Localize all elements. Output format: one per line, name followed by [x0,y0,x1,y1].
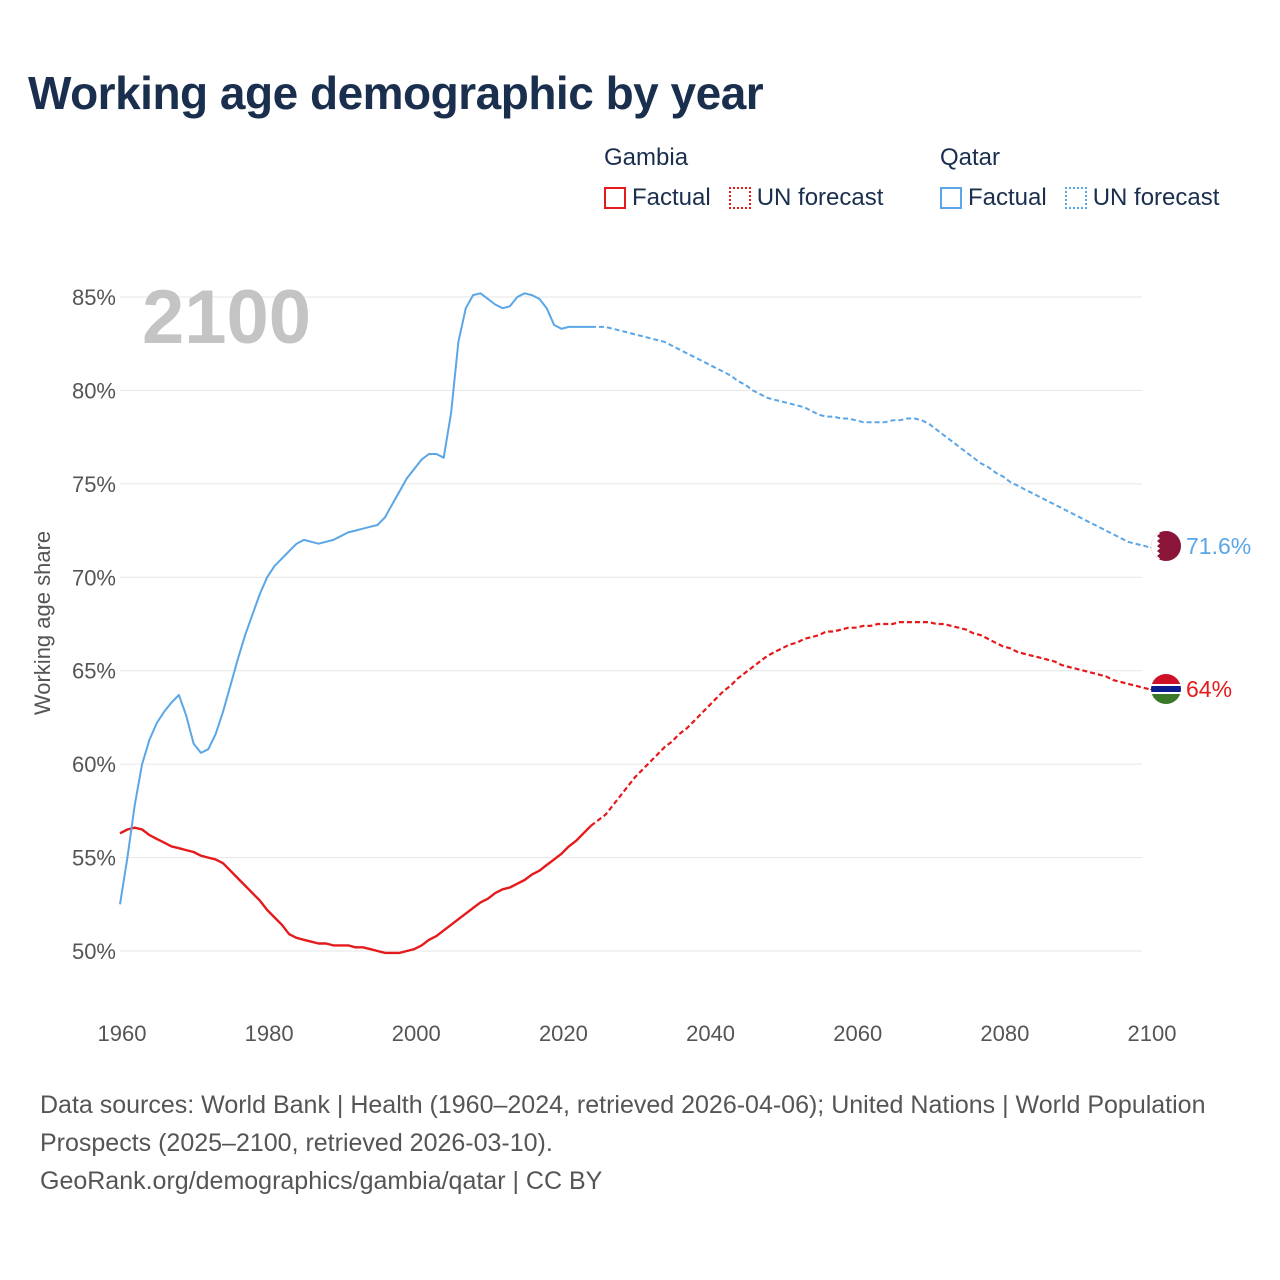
gambia-forecast-line[interactable] [590,621,1151,827]
legend-qatar-forecast[interactable]: UN forecast [1064,184,1220,212]
gambia-factual-line[interactable] [119,824,592,955]
legend-qatar-factual[interactable]: Factual [940,184,1047,212]
gambia-end-value: 64% [1186,676,1232,702]
x-tick-label: 1980 [245,1021,294,1046]
legend-gambia-factual-label: Factual [632,184,711,211]
chart-title: Working age demographic by year [28,67,764,119]
y-tick-label: 75% [72,472,116,497]
legend-gambia-factual[interactable]: Factual [604,184,711,212]
series-lines [119,292,1152,955]
x-tick-label: 2100 [1128,1021,1177,1046]
y-tick-label: 70% [72,565,116,590]
data-sources: Data sources: World Bank | Health (1960–… [40,1091,1206,1157]
current-year-label: 2100 [142,275,311,360]
legend-qatar-forecast-label: UN forecast [1092,184,1220,211]
legend-gambia-factual-swatch [604,187,626,209]
x-tick-label: 2060 [833,1021,882,1046]
gambia-flag-icon [1151,674,1181,704]
legend-qatar-factual-label: Factual [968,184,1047,211]
y-tick-label: 85% [72,285,116,310]
y-axis-ticks: 50% 55% 60% 65% 70% 75% 80% 85% [72,285,116,964]
legend-gambia-name: Gambia [604,144,689,171]
legend-gambia: Gambia Factual UN forecast [604,144,883,212]
x-tick-label: 1960 [98,1021,147,1046]
y-axis-label: Working age share [30,531,55,715]
legend-qatar-name: Qatar [940,144,1001,171]
legend-qatar-factual-swatch [940,187,962,209]
qatar-flag-icon [1151,531,1181,561]
x-tick-label: 2020 [539,1021,588,1046]
y-tick-label: 60% [72,752,116,777]
y-tick-label: 80% [72,378,116,403]
x-tick-label: 2040 [686,1021,735,1046]
legend-gambia-forecast[interactable]: UN forecast [728,184,884,212]
line-chart: 50% 55% 60% 65% 70% 75% 80% 85% 1960 1980 2000 202… [30,275,1251,1046]
gridlines [120,296,1142,952]
footer: Data sources: World Bank | Health (1960–… [40,1086,1220,1200]
x-tick-label: 2080 [980,1021,1029,1046]
qatar-forecast-line[interactable] [590,325,1151,549]
x-axis-ticks: 1960 1980 2000 2020 2040 2060 2080 2100 [98,1021,1177,1046]
source-url[interactable]: GeoRank.org/demographics/gambia/qatar | … [40,1167,603,1195]
qatar-factual-line[interactable] [119,292,591,905]
legend-qatar: Qatar Factual UN forecast [940,144,1219,212]
y-tick-label: 65% [72,659,116,684]
x-tick-label: 2000 [392,1021,441,1046]
y-tick-label: 55% [72,846,116,871]
legend-qatar-forecast-swatch [1064,187,1087,209]
legend-gambia-forecast-swatch [728,187,751,209]
qatar-end-value: 71.6% [1186,533,1251,559]
y-tick-label: 50% [72,939,116,964]
legend-gambia-forecast-label: UN forecast [756,184,884,211]
